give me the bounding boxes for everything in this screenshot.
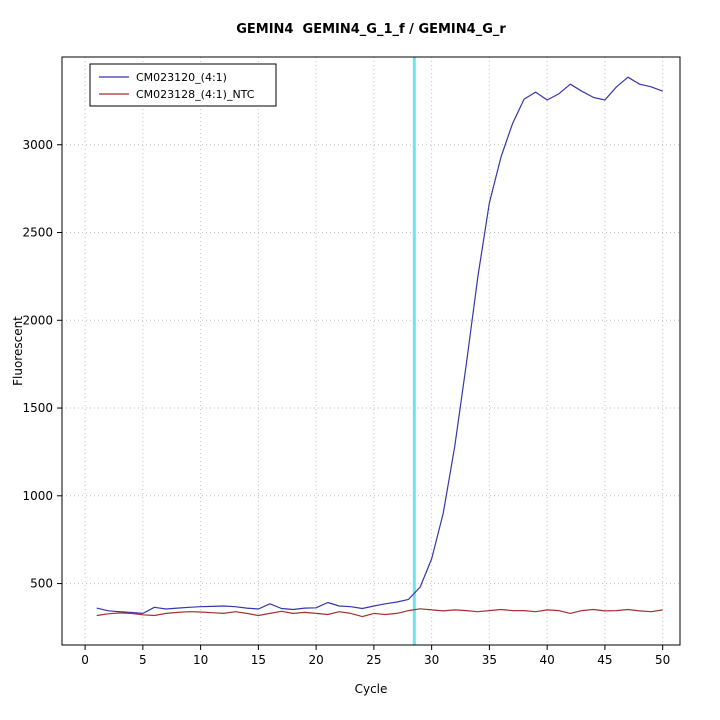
chart-title: GEMIN4 GEMIN4_G_1_f / GEMIN4_G_r [236, 22, 506, 37]
y-tick-label: 2500 [22, 226, 53, 240]
series-line-0 [96, 76, 663, 615]
legend [89, 63, 277, 107]
x-tick-label: 40 [540, 653, 555, 667]
x-tick-label: 30 [424, 653, 439, 667]
x-tick-label: 45 [597, 653, 612, 667]
x-axis-label: Cycle [354, 682, 388, 696]
x-tick-label: 15 [251, 653, 266, 667]
legend-entry-label: CM023120_(4:1) [136, 71, 227, 84]
series-line-1 [96, 608, 663, 618]
x-tick-label: 0 [81, 653, 89, 667]
y-tick-label: 3000 [22, 138, 53, 152]
x-tick-label: 50 [655, 653, 670, 667]
x-tick-label: 5 [139, 653, 147, 667]
x-tick-label: 35 [482, 653, 497, 667]
y-tick-label: 2000 [22, 313, 53, 327]
y-tick-label: 1000 [22, 489, 53, 503]
y-tick-label: 500 [30, 577, 53, 591]
x-tick-label: 10 [193, 653, 208, 667]
x-tick-label: 20 [308, 653, 323, 667]
legend-entry-label: CM023128_(4:1)_NTC [136, 88, 255, 101]
x-tick-label: 25 [366, 653, 381, 667]
y-tick-label: 1500 [22, 401, 53, 415]
plot-border [61, 56, 681, 646]
